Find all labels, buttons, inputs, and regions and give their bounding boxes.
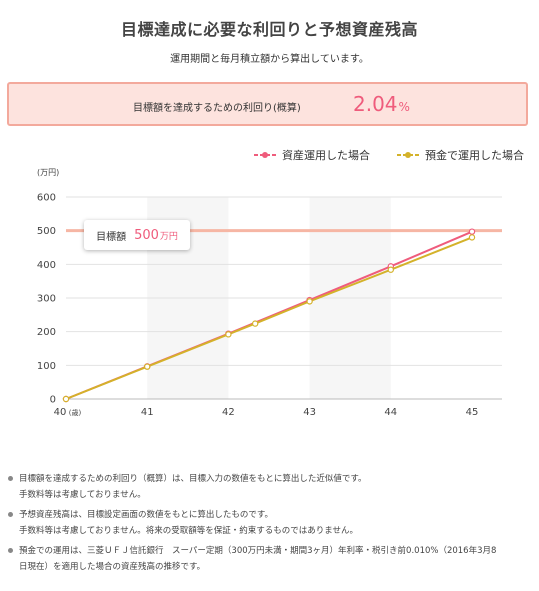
note-line: 預金での運用は、三菱ＵＦＪ信託銀行 スーパー定期（300万円未満・期間3ヶ月）年… <box>19 546 497 556</box>
chart: 0 100 200 300 400 500 600 (万円) 40 (歳) 41 42 43 44 45 <box>37 168 502 418</box>
bullet-icon <box>8 476 13 481</box>
legend-asset[interactable]: 資産運用した場合 <box>253 147 370 163</box>
x-tick-label: 43 <box>303 407 316 418</box>
note-line: 目標額を達成するための利回り（概算）は、目標入力の数値をもとに算出した近似値です… <box>19 474 367 484</box>
required-yield-number: 2.04 <box>353 92 398 116</box>
deposit-series-point <box>143 363 151 370</box>
y-tick-label: 600 <box>37 193 56 204</box>
y-tick-label: 500 <box>37 226 56 237</box>
note-item: 目標額を達成するための利回り（概算）は、目標入力の数値をもとに算出した近似値です… <box>8 471 533 503</box>
y-tick-label: 400 <box>37 260 56 271</box>
x-tick-label: 42 <box>222 407 235 418</box>
goal-label: 目標額 <box>96 231 127 243</box>
deposit-series-point <box>251 320 259 327</box>
deposit-series-point <box>387 266 394 273</box>
x-tick-unit: (歳) <box>69 408 82 417</box>
goal-unit: 万円 <box>159 231 178 242</box>
legend-deposit-marker-icon <box>397 152 419 158</box>
y-tick-label: 0 <box>50 395 56 406</box>
note-item: 予想資産残高は、目標設定画面の数値をもとに算出したものです。 手数料等は考慮して… <box>8 507 533 539</box>
asset-series-point <box>468 228 476 235</box>
page-subtitle: 運用期間と毎月積立額から算出しています。 <box>170 54 369 65</box>
y-tick-label: 300 <box>37 294 56 305</box>
bullet-icon <box>8 512 13 517</box>
legend-deposit[interactable]: 預金で運用した場合 <box>396 147 524 163</box>
notes-list: 目標額を達成するための利回り（概算）は、目標入力の数値をもとに算出した近似値です… <box>8 471 533 579</box>
goal-value: 500 <box>134 227 159 243</box>
page-title: 目標達成に必要な利回りと予想資産残高 <box>120 20 418 39</box>
deposit-series-point <box>468 234 476 241</box>
x-tick-label: 44 <box>384 407 397 418</box>
x-tick-label: 40 <box>54 407 67 418</box>
note-line: 日現在）を適用した場合の資産残高の推移です。 <box>19 562 206 572</box>
goal-badge: 目標額 500 万円 <box>84 220 190 250</box>
required-yield-value: 2.04% <box>353 92 410 116</box>
x-tick-label: 45 <box>466 407 479 418</box>
required-yield-unit: % <box>398 100 410 114</box>
deposit-series-point <box>225 331 232 338</box>
legend-asset-marker-icon <box>254 152 276 158</box>
deposit-series-line <box>65 236 473 400</box>
bullet-icon <box>8 548 13 553</box>
deposit-series-point <box>306 298 313 305</box>
required-yield-box: 目標額を達成するための利回り(概算) 2.04% <box>7 82 528 126</box>
required-yield-label: 目標額を達成するための利回り(概算) <box>133 103 301 114</box>
y-axis-label: (万円) <box>37 168 59 177</box>
note-item: 預金での運用は、三菱ＵＦＪ信託銀行 スーパー定期（300万円未満・期間3ヶ月）年… <box>8 543 533 575</box>
note-line: 手数料等は考慮しておりません。 <box>19 490 146 500</box>
legend-asset-label: 資産運用した場合 <box>282 149 370 162</box>
x-tick-label: 41 <box>141 407 154 418</box>
legend-deposit-label: 預金で運用した場合 <box>425 149 524 162</box>
deposit-series-point <box>62 395 70 403</box>
note-line: 予想資産残高は、目標設定画面の数値をもとに算出したものです。 <box>19 510 273 520</box>
y-tick-label: 200 <box>37 327 56 338</box>
note-line: 手数料等は考慮しておりません。将来の受取額等を保証・約束するものではありません。 <box>19 526 358 536</box>
y-tick-label: 100 <box>37 361 56 372</box>
